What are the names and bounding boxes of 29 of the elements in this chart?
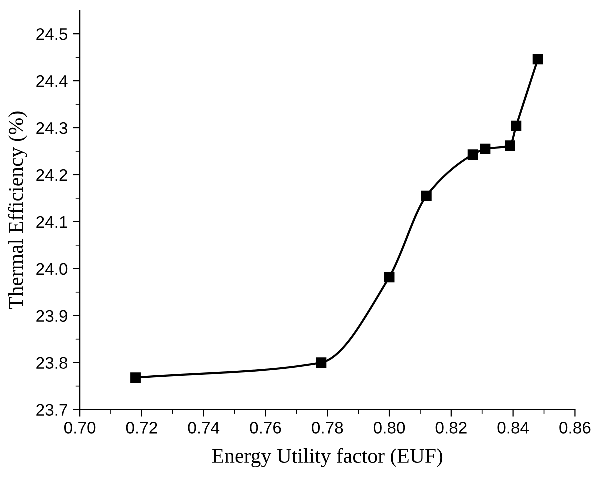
- point: [505, 140, 516, 152]
- x-tick-label: 0.74: [188, 422, 220, 434]
- x-tick-label: 0.70: [64, 422, 96, 434]
- point: [130, 372, 141, 384]
- y-tick-label: 24.4: [36, 75, 68, 88]
- x-tick-label: 0.72: [126, 422, 158, 434]
- x-tick-label: 0.80: [374, 422, 406, 434]
- x-tick-label: 0.78: [312, 422, 344, 434]
- point: [316, 358, 327, 368]
- y-axis-title: Thermal Efficiency (%): [8, 112, 28, 310]
- point: [511, 120, 522, 132]
- x-tick-label: 0.82: [436, 422, 467, 434]
- y-tick-label: 23.9: [36, 310, 68, 322]
- point: [384, 272, 395, 283]
- y-tick-label: 24.1: [36, 216, 68, 228]
- point: [421, 190, 432, 202]
- y-tick-label: 23.7: [36, 404, 68, 416]
- y-tick-label: 23.8: [36, 357, 68, 370]
- point: [480, 144, 491, 154]
- x-tick-label: 0.76: [250, 422, 282, 434]
- point: [468, 150, 478, 160]
- x-axis-title: Energy Utility factor (EUF): [212, 448, 443, 468]
- y-tick-label: 24.5: [36, 28, 68, 40]
- y-tick-label: 24.3: [36, 122, 68, 134]
- x-tick-label: 0.86: [560, 422, 591, 434]
- y-tick-label: 24.2: [36, 169, 68, 182]
- y-tick-label: 24.0: [36, 263, 68, 276]
- x-tick-label: 0.84: [498, 422, 530, 434]
- point: [532, 54, 544, 65]
